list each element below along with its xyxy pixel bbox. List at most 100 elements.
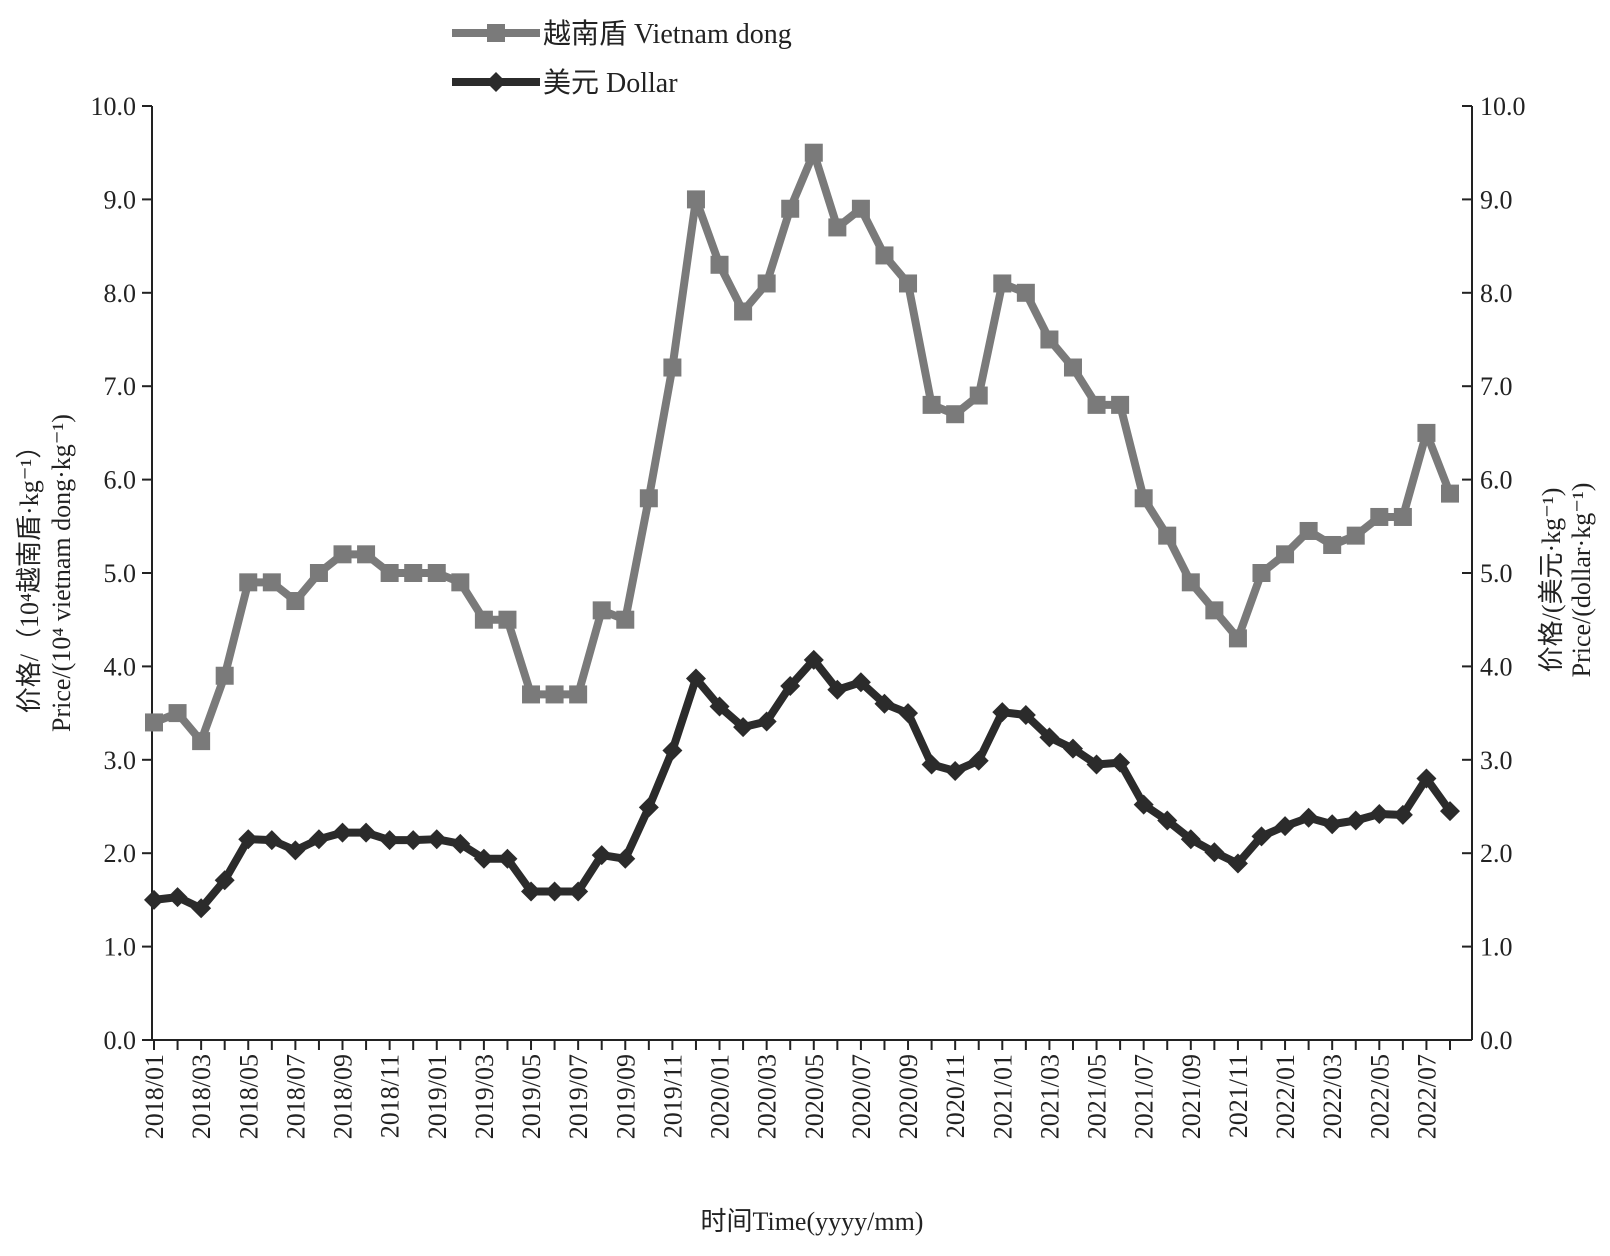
data-point	[1370, 507, 1389, 526]
data-point	[804, 143, 823, 162]
data-point	[1016, 283, 1035, 302]
y-left-tick-label: 0.0	[104, 1026, 137, 1055]
data-point	[1110, 752, 1131, 773]
data-point	[850, 672, 871, 693]
data-point	[308, 829, 329, 850]
data-point	[1087, 395, 1106, 414]
data-point	[1323, 535, 1342, 554]
data-point	[192, 732, 211, 751]
x-tick-label: 2020/03	[753, 1054, 782, 1139]
x-tick-label: 2022/01	[1271, 1054, 1300, 1139]
y-right-tick-label: 7.0	[1480, 372, 1513, 401]
x-tick-label: 2020/09	[894, 1054, 923, 1139]
data-point	[1440, 801, 1460, 822]
data-point	[1158, 526, 1177, 545]
data-point	[498, 610, 517, 629]
y-left-tick-label: 2.0	[104, 839, 137, 868]
x-ticks: 2018/01 2018/03 2018/05 2018/07 2018/09 2018/…	[140, 1040, 1451, 1139]
x-tick-label: 2022/03	[1318, 1054, 1347, 1139]
data-point	[168, 704, 187, 723]
data-point	[615, 848, 636, 869]
data-point	[803, 649, 824, 670]
data-point	[545, 685, 564, 704]
data-point	[638, 797, 659, 818]
data-point	[426, 829, 447, 850]
y-right-tick-label: 2.0	[1480, 839, 1513, 868]
data-point	[1275, 816, 1296, 837]
data-point	[404, 564, 423, 582]
data-point	[709, 696, 730, 717]
data-point	[922, 395, 941, 414]
data-point	[1416, 768, 1437, 789]
data-point	[1322, 814, 1343, 835]
data-point	[215, 666, 234, 685]
x-tick-label: 2021/03	[1035, 1054, 1064, 1139]
data-point	[1345, 810, 1366, 831]
data-point	[946, 405, 965, 424]
data-point	[591, 845, 612, 866]
x-tick-label: 2022/07	[1412, 1054, 1441, 1139]
x-tick-label: 2018/11	[376, 1054, 405, 1138]
series-layer	[144, 143, 1460, 919]
legend-item-vietnam-dong: 越南盾 Vietnam dong	[452, 18, 792, 50]
data-point	[921, 754, 942, 775]
data-point	[874, 693, 895, 714]
data-point	[521, 881, 542, 902]
data-point	[1180, 829, 1201, 850]
data-point	[239, 573, 258, 592]
data-point	[497, 848, 518, 869]
x-tick-label: 2019/11	[658, 1054, 687, 1138]
data-point	[379, 830, 400, 851]
y-right-tick-label: 3.0	[1480, 746, 1513, 775]
data-point	[662, 740, 683, 761]
y-right-title-en: Price/(dollar·kg⁻¹)	[1567, 483, 1596, 678]
y-right-title-cn: 价格/(美元·kg⁻¹)	[1537, 488, 1566, 673]
data-point	[686, 190, 705, 209]
data-point	[1040, 330, 1059, 349]
x-tick-label: 2019/07	[564, 1054, 593, 1139]
data-point	[1133, 794, 1154, 815]
y-left-title-cn: 价格/（10⁴越南盾·kg⁻¹）	[15, 433, 44, 713]
x-tick-label: 2019/09	[611, 1054, 640, 1139]
y-left-title-en: Price/(10⁴ vietnam dong·kg⁻¹)	[47, 414, 76, 732]
y-right-tick-label: 10.0	[1480, 92, 1526, 121]
data-point	[333, 545, 352, 564]
y-left-tick-label: 1.0	[104, 933, 137, 962]
y-left-tick-label: 6.0	[104, 466, 137, 495]
legend-label-vietnam-dong: 越南盾 Vietnam dong	[543, 18, 792, 50]
data-point	[191, 898, 212, 919]
data-point	[145, 713, 163, 732]
data-point	[1346, 526, 1365, 545]
x-tick-label: 2020/07	[847, 1054, 876, 1139]
series-vietnam-dong	[145, 143, 1459, 751]
data-point	[827, 679, 848, 700]
data-point	[544, 881, 565, 902]
data-point	[1111, 395, 1130, 414]
data-point	[757, 274, 776, 293]
x-axis-title: 时间Time(yyyy/mm)	[701, 1207, 924, 1236]
data-point	[261, 830, 282, 851]
data-point	[851, 199, 870, 218]
data-point	[968, 750, 989, 771]
data-point	[828, 218, 847, 237]
x-tick-label: 2022/05	[1365, 1054, 1394, 1139]
data-point	[451, 573, 470, 592]
x-tick-label: 2018/03	[187, 1054, 216, 1139]
data-point	[1015, 704, 1036, 725]
x-tick-label: 2020/05	[800, 1054, 829, 1139]
data-point	[569, 685, 588, 704]
data-point	[286, 592, 305, 611]
legend-marker-dollar	[486, 72, 506, 92]
x-tick-label: 2021/11	[1224, 1054, 1253, 1138]
x-tick-label: 2021/01	[988, 1054, 1017, 1139]
data-point	[685, 668, 706, 689]
data-point	[473, 848, 494, 869]
data-point	[356, 822, 377, 843]
y-right-ticks: 0.0 1.0 2.0 3.0 4.0 5.0 6.0 7.0 8.0 9.0 10.0	[1462, 92, 1526, 1055]
data-point	[285, 840, 306, 861]
y-left-tick-label: 9.0	[104, 185, 137, 214]
y-left-tick-label: 3.0	[104, 746, 137, 775]
data-point	[1392, 804, 1413, 825]
x-tick-label: 2019/03	[470, 1054, 499, 1139]
data-point	[1369, 803, 1390, 824]
